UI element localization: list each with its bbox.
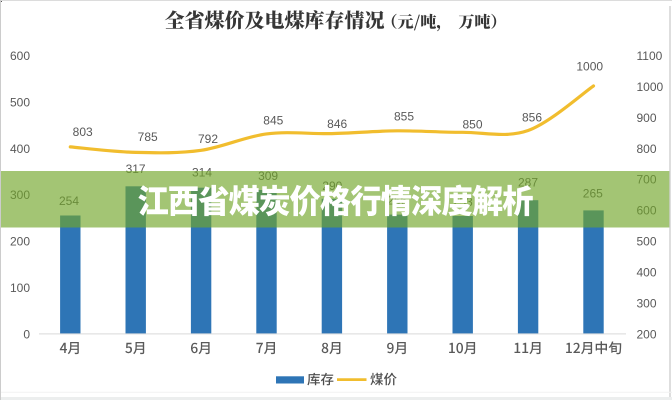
svg-text:845: 845 xyxy=(263,113,283,127)
svg-text:400: 400 xyxy=(10,142,30,156)
svg-text:1000: 1000 xyxy=(637,80,664,94)
svg-text:800: 800 xyxy=(637,142,657,156)
svg-text:1000: 1000 xyxy=(576,60,603,74)
svg-text:856: 856 xyxy=(522,111,542,125)
svg-text:500: 500 xyxy=(637,235,657,249)
svg-text:0: 0 xyxy=(23,327,30,341)
svg-text:785: 785 xyxy=(138,130,158,144)
svg-text:900: 900 xyxy=(637,111,657,125)
svg-text:200: 200 xyxy=(637,327,657,341)
svg-text:855: 855 xyxy=(394,110,414,124)
svg-text:600: 600 xyxy=(10,49,30,63)
svg-text:803: 803 xyxy=(73,125,93,139)
svg-text:846: 846 xyxy=(327,117,347,131)
svg-text:100: 100 xyxy=(10,281,30,295)
svg-text:300: 300 xyxy=(637,297,657,311)
svg-text:400: 400 xyxy=(637,266,657,280)
svg-text:200: 200 xyxy=(10,235,30,249)
svg-text:1100: 1100 xyxy=(637,49,663,63)
svg-text:850: 850 xyxy=(462,118,482,132)
svg-text:792: 792 xyxy=(198,132,218,146)
svg-text:500: 500 xyxy=(10,95,30,109)
